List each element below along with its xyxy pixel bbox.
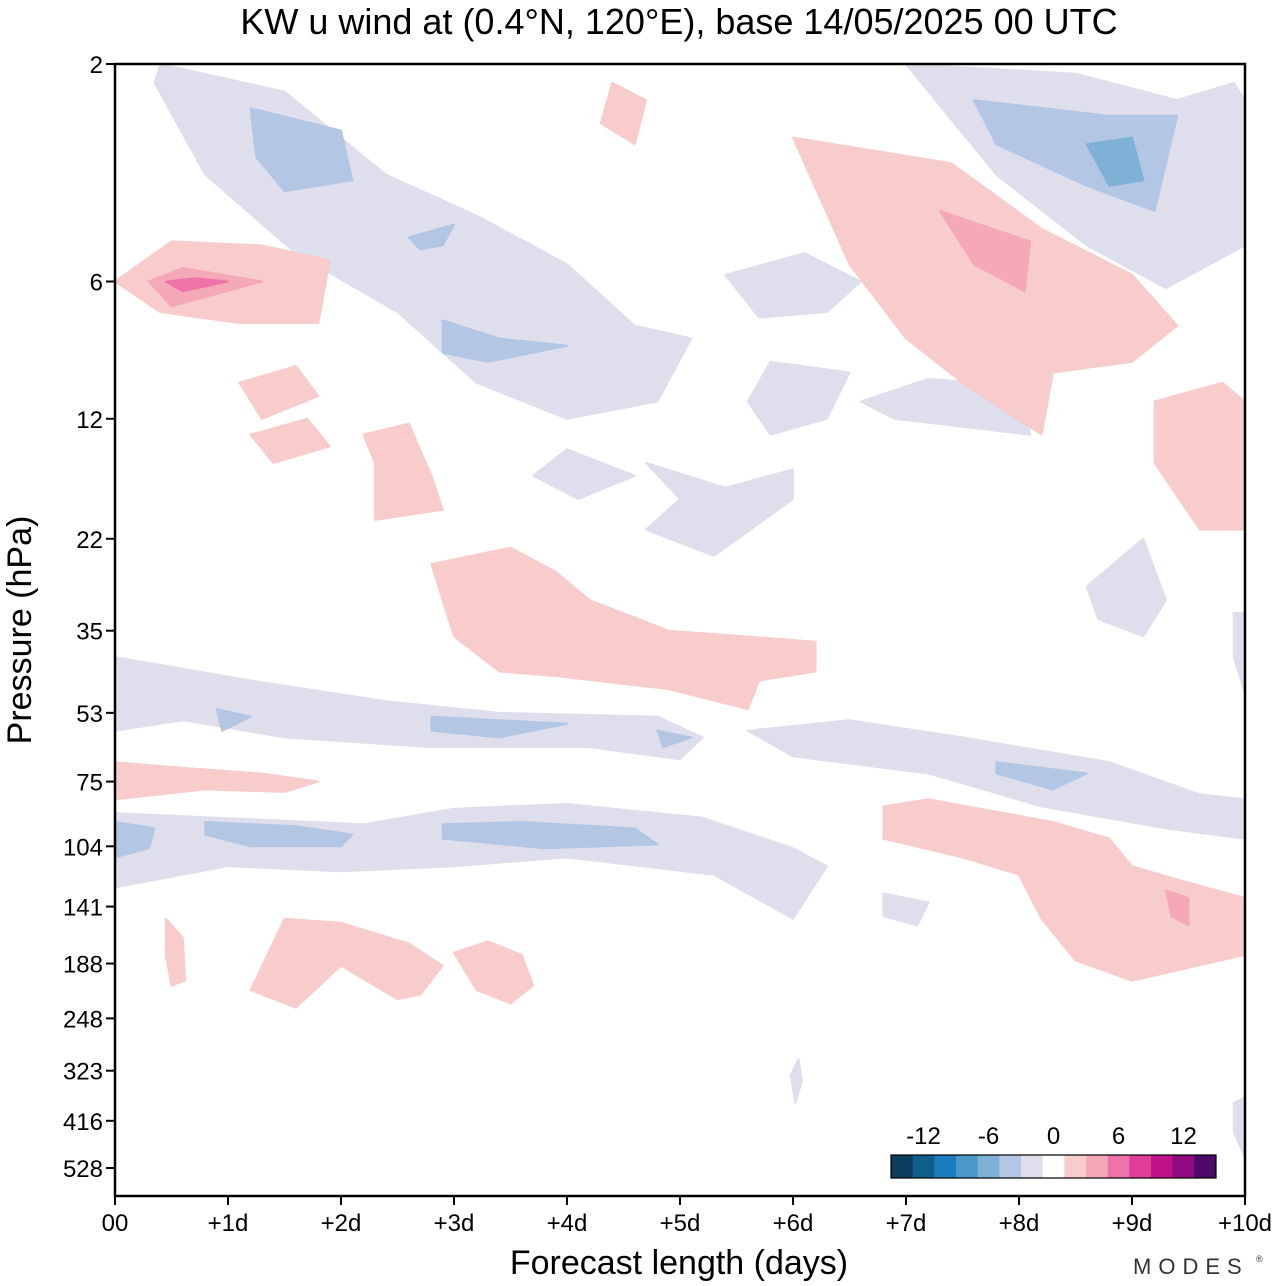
contour-region-neg4-31 [215, 708, 252, 732]
y-axis-ticks: 2 6 12 22 35 53 75 104 141 188 248 323 416 528 [63, 52, 115, 1183]
x-tick-label-1: +1d [208, 1210, 249, 1237]
contour-region-neg4-28 [249, 107, 354, 193]
contour-region-neg4-37 [441, 821, 659, 850]
contour-region-neg4-30 [441, 319, 568, 363]
contour-region-pos2-16 [238, 365, 320, 420]
contour-region-neg2-1 [532, 448, 636, 500]
colorbar-swatch-5 [999, 1155, 1022, 1178]
contour-region-neg2-3 [724, 252, 862, 319]
y-tick-label-188: 188 [63, 952, 103, 979]
contour-region-pos2-27 [1153, 381, 1245, 531]
colorbar-swatch-10 [1107, 1155, 1130, 1178]
colorbar-frame [890, 1154, 1217, 1179]
contour-region-pos2-26 [792, 136, 1179, 436]
colorbar-swatch-14 [1194, 1155, 1217, 1178]
contour-region-neg2-14 [1232, 1096, 1245, 1159]
registered-mark: ® [1256, 1254, 1263, 1264]
contour-region-pos2-25 [599, 81, 648, 146]
colorbar-swatch-2 [934, 1155, 957, 1178]
contour-region-pos6-43 [164, 277, 229, 293]
x-tick-label-6: +6d [773, 1210, 814, 1237]
x-tick-label-4: +4d [547, 1210, 588, 1237]
colorbar-swatch-9 [1086, 1155, 1109, 1178]
colorbar-tick-label-3: 6 [1112, 1123, 1125, 1150]
y-axis-label: Pressure (hPa) [1, 516, 39, 745]
colorbar-swatch-7 [1042, 1155, 1065, 1178]
contour-region-pos4-41 [1164, 889, 1190, 927]
contour-region-pos2-23 [249, 917, 444, 1009]
colorbar: -12 -6 0 6 12 [890, 1123, 1217, 1179]
colorbar-swatch-13 [1172, 1155, 1195, 1178]
colorbar-tick-label-4: 12 [1170, 1123, 1197, 1150]
contour-region-pos2-22 [164, 917, 187, 987]
x-tick-label-9: +9d [1112, 1210, 1153, 1237]
colorbar-swatch-0 [891, 1155, 914, 1178]
contour-region-neg2-4 [746, 360, 851, 436]
x-tick-label-8: +8d [999, 1210, 1040, 1237]
contour-region-neg2-2 [645, 461, 794, 557]
contour-region-pos2-17 [249, 417, 331, 464]
colorbar-swatch-8 [1064, 1155, 1087, 1178]
y-tick-label-141: 141 [63, 895, 103, 922]
x-tick-label-7: +7d [886, 1210, 927, 1237]
colorbar-tick-label-2: 0 [1047, 1123, 1060, 1150]
contour-regions [115, 64, 1245, 1159]
contour-region-pos2-24 [453, 940, 535, 1005]
colorbar-tick-label-0: -12 [906, 1123, 941, 1150]
contour-region-pos2-19 [430, 546, 817, 711]
chart-title: KW u wind at (0.4°N, 120°E), base 14/05/… [240, 1, 1117, 42]
x-axis-ticks: 00 +1d +2d +3d +4d +5d +6d +7d +8d +9d +10d [102, 1196, 1272, 1237]
y-tick-label-528: 528 [63, 1156, 103, 1183]
contour-region-neg2-7 [1085, 537, 1167, 638]
y-tick-label-6: 6 [90, 270, 103, 297]
contour-region-neg4-33 [656, 729, 693, 749]
y-tick-label-248: 248 [63, 1006, 103, 1033]
colorbar-swatch-6 [1021, 1155, 1044, 1178]
colorbar-swatch-4 [977, 1155, 1000, 1178]
contour-region-neg2-11 [115, 803, 828, 920]
contour-region-pos4-40 [938, 209, 1032, 293]
y-tick-label-2: 2 [90, 52, 103, 79]
x-tick-label-2: +2d [321, 1210, 362, 1237]
contour-region-neg4-32 [430, 715, 568, 739]
y-tick-label-104: 104 [63, 834, 103, 861]
y-tick-label-12: 12 [76, 407, 103, 434]
x-tick-label-5: +5d [660, 1210, 701, 1237]
contour-region-neg2-13 [789, 1058, 803, 1104]
colorbar-swatch-11 [1129, 1155, 1152, 1178]
contour-region-neg2-12 [882, 892, 930, 927]
x-tick-label-0: 00 [102, 1210, 129, 1237]
y-tick-label-416: 416 [63, 1109, 103, 1136]
contour-region-neg4-34 [995, 761, 1088, 791]
contour-region-neg4-29 [407, 223, 455, 251]
y-tick-label-22: 22 [76, 527, 103, 554]
contour-region-pos2-20 [115, 761, 320, 801]
colorbar-tick-label-1: -6 [978, 1123, 999, 1150]
x-axis-label: Forecast length (days) [510, 1244, 848, 1282]
colorbar-swatch-1 [912, 1155, 935, 1178]
colorbar-swatch-12 [1151, 1155, 1174, 1178]
contour-region-neg2-9 [115, 656, 704, 761]
y-tick-label-53: 53 [76, 701, 103, 728]
contour-region-pos2-21 [882, 798, 1245, 982]
contour-region-pos2-18 [362, 422, 444, 521]
contour-region-neg6-42 [1085, 136, 1145, 187]
y-tick-label-75: 75 [76, 770, 103, 797]
contour-region-neg2-8 [1232, 612, 1245, 695]
contour-region-neg4-35 [115, 821, 156, 859]
x-tick-label-3: +3d [434, 1210, 475, 1237]
y-tick-label-323: 323 [63, 1059, 103, 1086]
contour-region-neg2-10 [746, 719, 1245, 840]
x-tick-label-10: +10d [1218, 1210, 1272, 1237]
y-tick-label-35: 35 [76, 619, 103, 646]
contour-region-neg4-36 [204, 821, 354, 848]
modes-logo: MODES [1133, 1254, 1249, 1279]
colorbar-swatch-3 [956, 1155, 979, 1178]
